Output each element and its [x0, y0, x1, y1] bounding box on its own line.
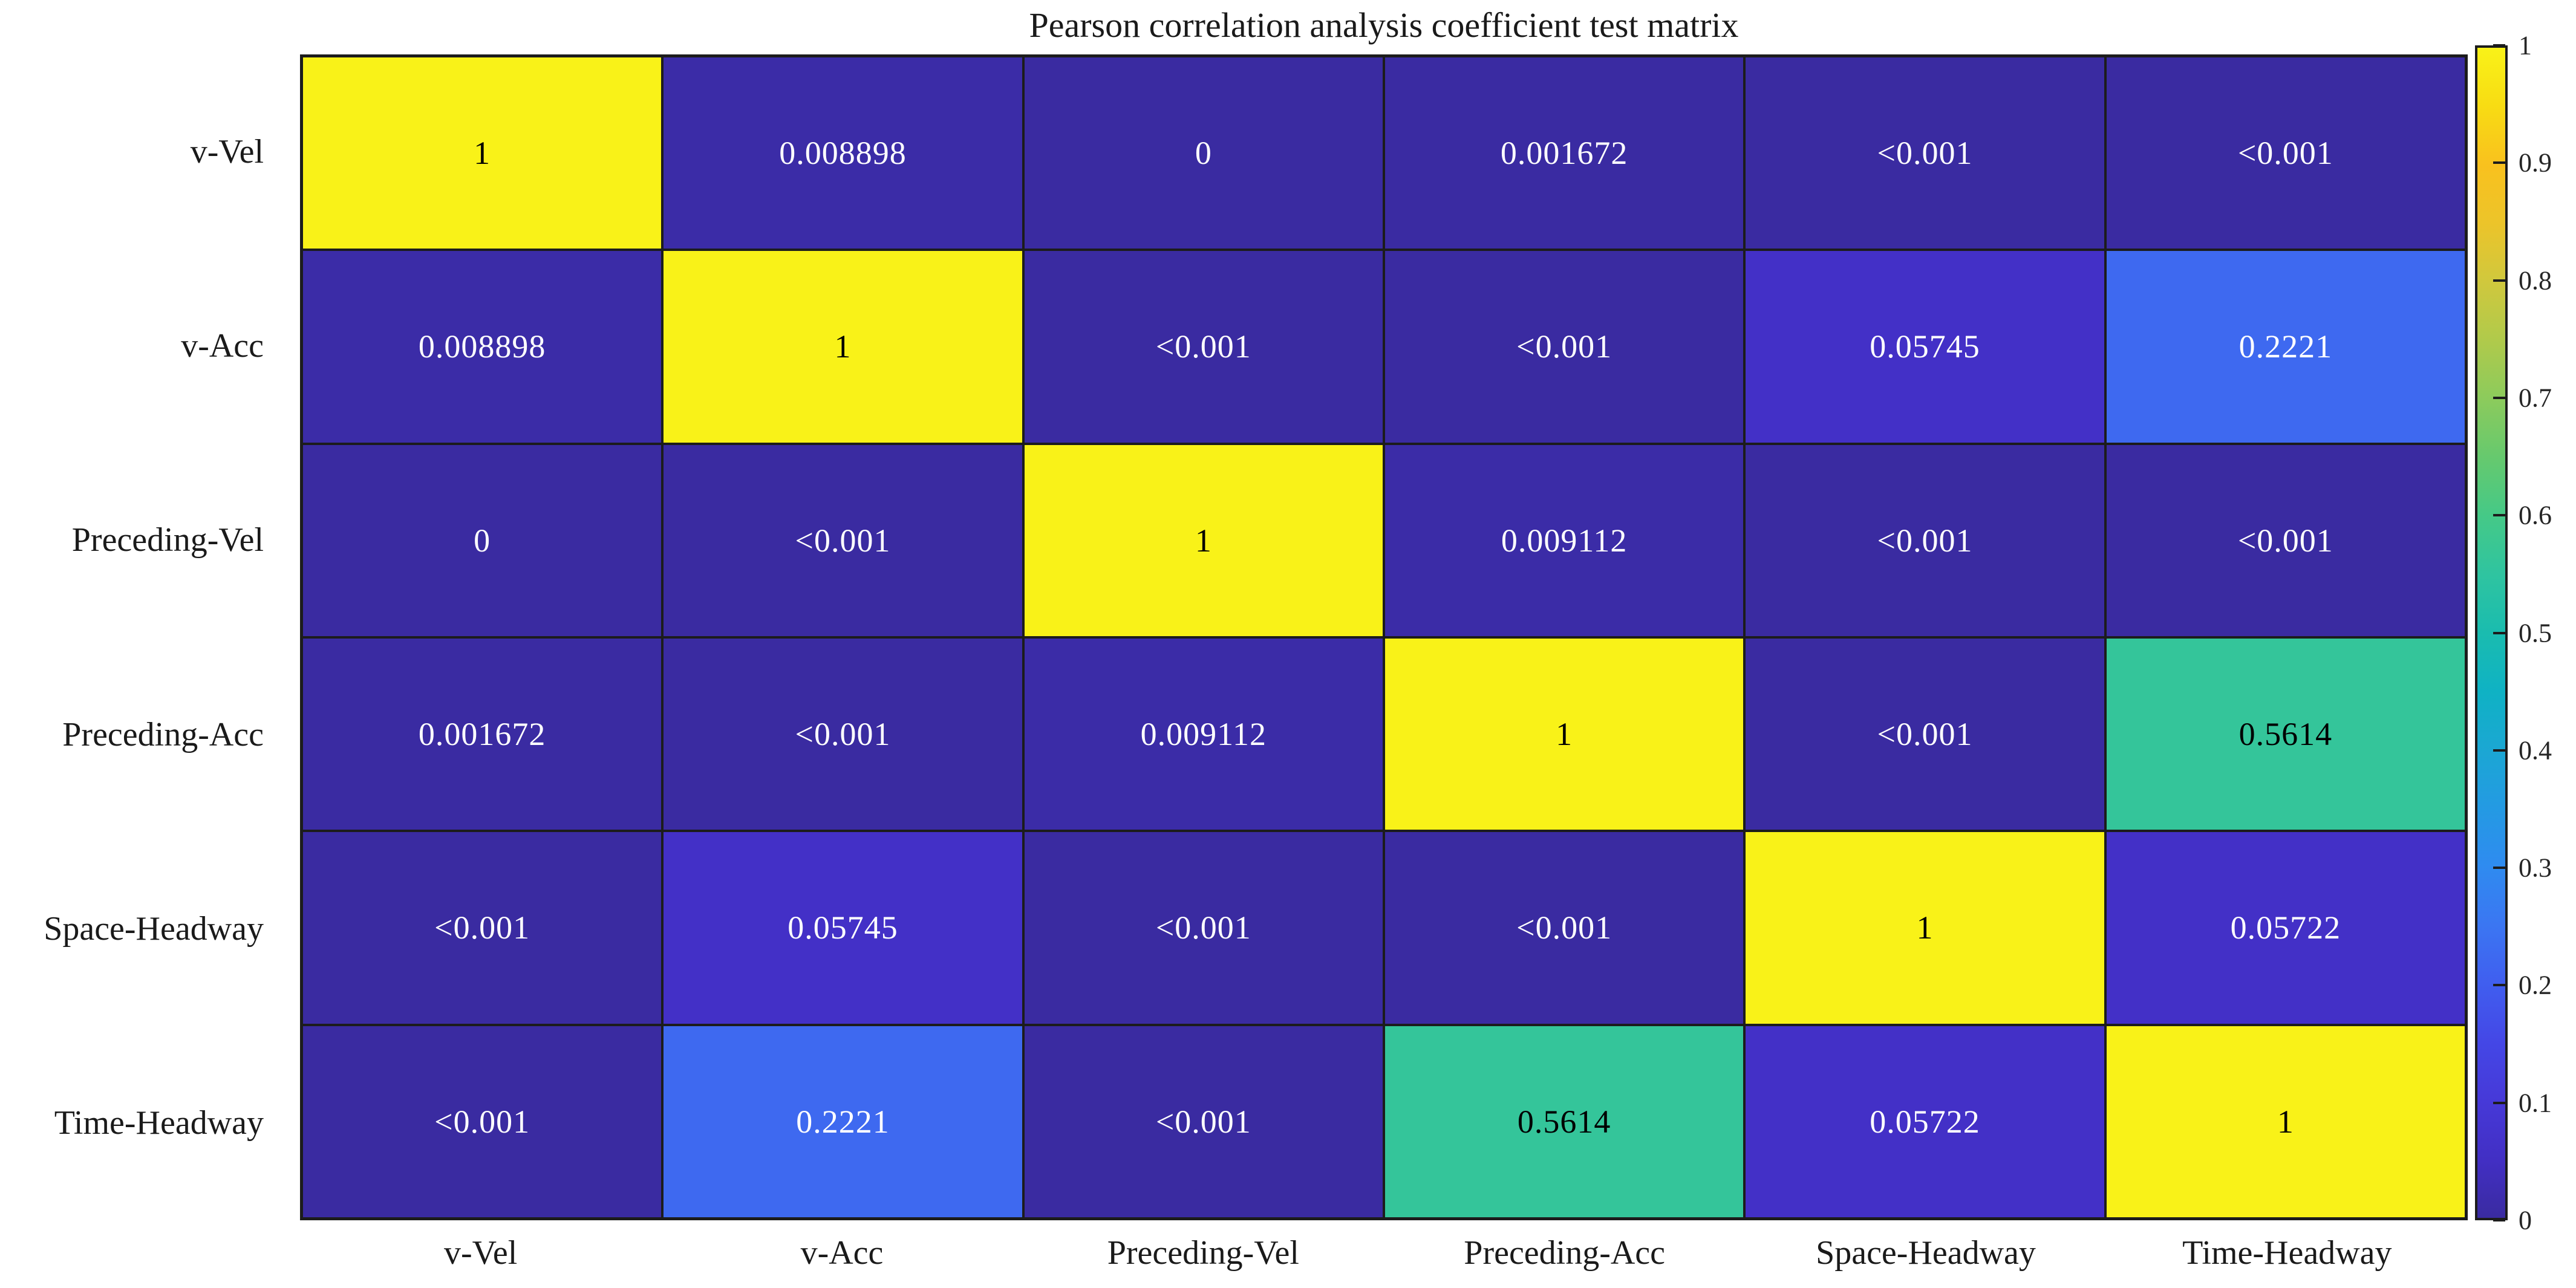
- colorbar-labels: 1 0.9 0.8 0.7 0.6 0.5 0.4 0.3 0.2 0.1 0: [2519, 31, 2576, 1235]
- heatmap-cell: 0.2221: [2106, 251, 2465, 443]
- colorbar: [2475, 45, 2508, 1220]
- heatmap-cell: 0: [303, 444, 662, 636]
- x-axis-tick-label: v-Vel: [444, 1234, 518, 1272]
- colorbar-tick-label: 0.8: [2519, 265, 2552, 296]
- heatmap-cell: <0.001: [1746, 639, 2104, 830]
- x-axis-tick-label: Preceding-Vel: [1107, 1234, 1299, 1272]
- heatmap-cell: 0.5614: [1384, 1026, 1744, 1217]
- colorbar-tick-label: 0.6: [2519, 500, 2552, 530]
- y-axis-tick-label: Space-Headway: [44, 909, 264, 948]
- colorbar-tick-label: 0.2: [2519, 970, 2552, 1000]
- heatmap-cell: <0.001: [1746, 57, 2104, 249]
- colorbar-tick-label: 0.4: [2519, 735, 2552, 766]
- colorbar-tick-label: 0.9: [2519, 148, 2552, 178]
- heatmap-cell: 1: [2106, 1026, 2465, 1217]
- heatmap-cell: <0.001: [1384, 832, 1744, 1024]
- x-axis-tick-label: v-Acc: [800, 1234, 884, 1272]
- x-axis-tick-label: Time-Headway: [2182, 1234, 2392, 1272]
- heatmap-cell: 1: [1024, 444, 1383, 636]
- x-axis-tick-label: Space-Headway: [1816, 1234, 2036, 1272]
- colorbar-tick-label: 0.3: [2519, 853, 2552, 883]
- x-axis-tick-label: Preceding-Acc: [1464, 1234, 1666, 1272]
- y-axis-tick-label: Preceding-Acc: [62, 715, 264, 753]
- colorbar-tick-label: 0.5: [2519, 618, 2552, 648]
- y-axis-tick-label: Preceding-Vel: [71, 521, 264, 559]
- heatmap-cell: 1: [303, 57, 662, 249]
- heatmap-cell: <0.001: [1024, 832, 1383, 1024]
- y-axis-tick-label: v-Acc: [181, 327, 264, 365]
- heatmap-cell: <0.001: [303, 832, 662, 1024]
- heatmap-cell: 0.05745: [664, 832, 1022, 1024]
- heatmap-cell: 1: [664, 251, 1022, 443]
- heatmap-cell: 0.05722: [2106, 832, 2465, 1024]
- colorbar-tick-label: 0.7: [2519, 383, 2552, 413]
- heatmap-cell: 1: [1384, 639, 1744, 830]
- heatmap-cell: 0.008898: [664, 57, 1022, 249]
- heatmap-cell: 0.5614: [2106, 639, 2465, 830]
- heatmap-cell: 0.001672: [303, 639, 662, 830]
- heatmap-cell: <0.001: [1384, 251, 1744, 443]
- heatmap-grid: 1 0.008898 0 0.001672 <0.001 <0.001 0.008898 1 <…: [300, 54, 2468, 1220]
- colorbar-tick-label: 1: [2519, 30, 2532, 60]
- heatmap-cell: <0.001: [664, 444, 1022, 636]
- heatmap-cell: 0.05722: [1746, 1026, 2104, 1217]
- heatmap-cell: <0.001: [2106, 57, 2465, 249]
- x-axis-labels: v-Vel v-Acc Preceding-Vel Preceding-Acc Spac…: [300, 1229, 2468, 1277]
- chart-title: Pearson correlation analysis coefficient…: [1029, 5, 1739, 45]
- heatmap-cell: 0: [1024, 57, 1383, 249]
- heatmap-cell: 0.05745: [1746, 251, 2104, 443]
- heatmap-cell: 0.2221: [664, 1026, 1022, 1217]
- heatmap-cell: <0.001: [1746, 444, 2104, 636]
- heatmap-cell: 0.009112: [1384, 444, 1744, 636]
- colorbar-tick-label: 0: [2519, 1205, 2532, 1235]
- heatmap-cell: <0.001: [1024, 251, 1383, 443]
- heatmap-cell: 0.008898: [303, 251, 662, 443]
- heatmap-cell: <0.001: [1024, 1026, 1383, 1217]
- heatmap-cell: 0.009112: [1024, 639, 1383, 830]
- heatmap-cell: <0.001: [664, 639, 1022, 830]
- heatmap-cell: 0.001672: [1384, 57, 1744, 249]
- y-axis-labels: v-Vel v-Acc Preceding-Vel Preceding-Acc Spac…: [0, 54, 264, 1220]
- heatmap-cell: <0.001: [2106, 444, 2465, 636]
- y-axis-tick-label: v-Vel: [190, 132, 264, 171]
- heatmap-cell: <0.001: [303, 1026, 662, 1217]
- heatmap-cell: 1: [1746, 832, 2104, 1024]
- colorbar-tick-label: 0.1: [2519, 1088, 2552, 1118]
- y-axis-tick-label: Time-Headway: [54, 1104, 264, 1142]
